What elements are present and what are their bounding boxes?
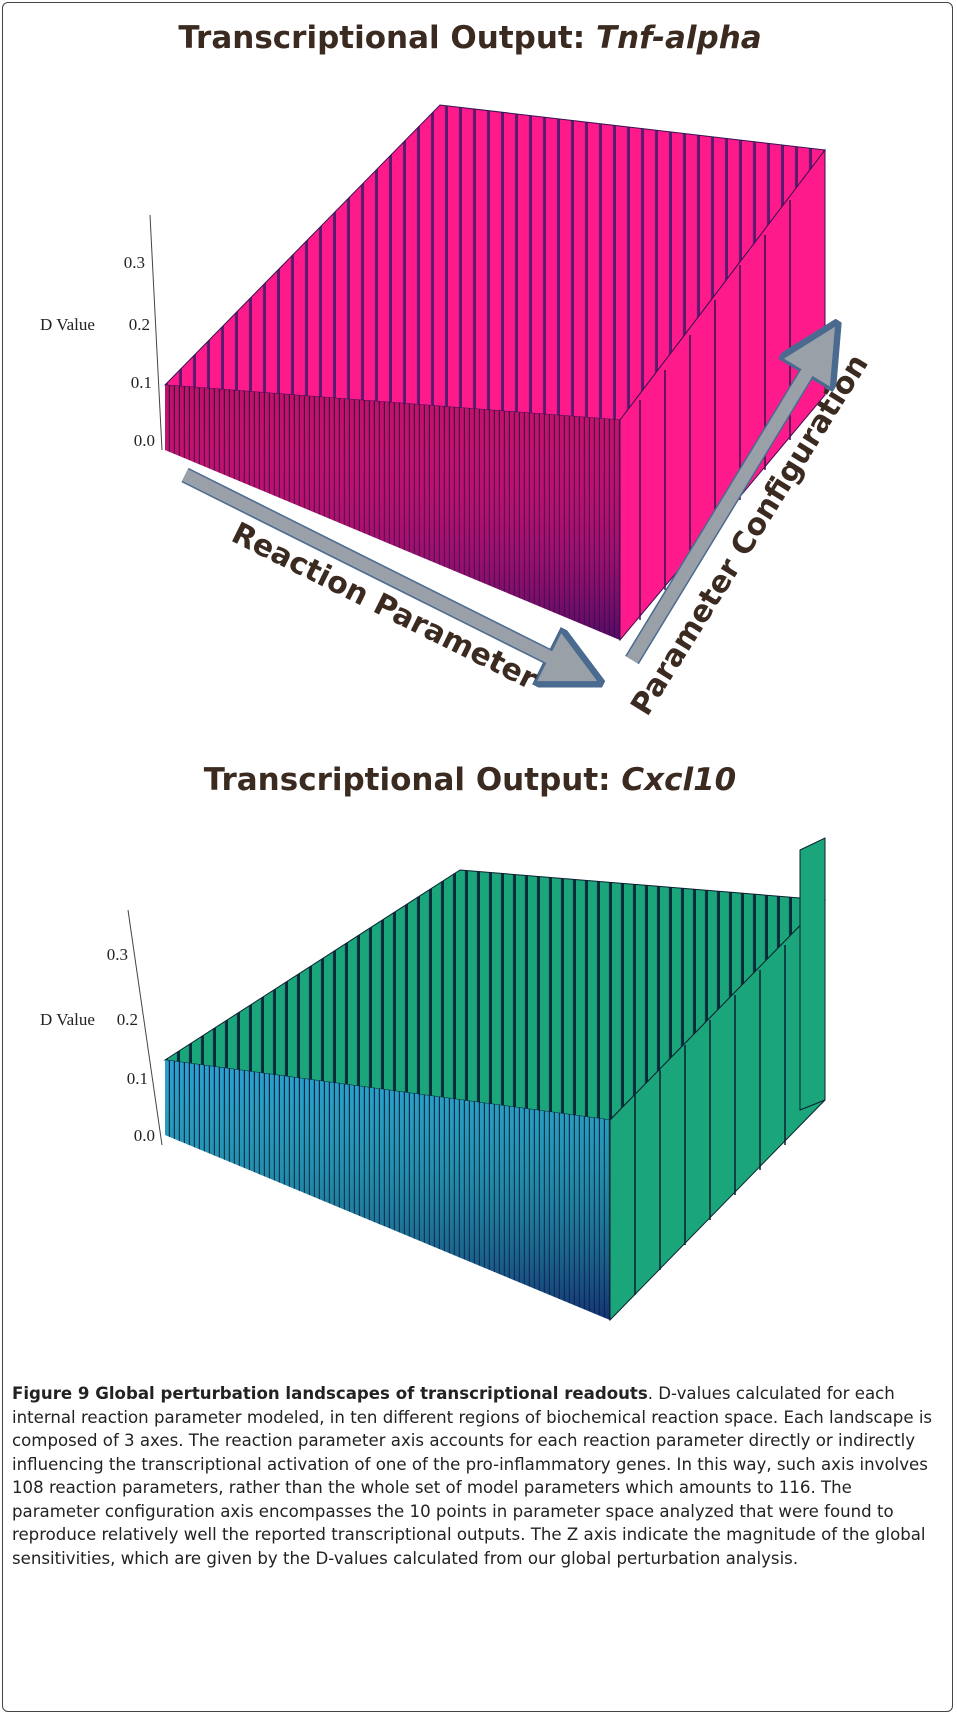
axis-arrow xyxy=(626,344,828,664)
caption: Figure 9 Global perturbation landscapes … xyxy=(12,1382,942,1570)
z-tick-label: 0.3 xyxy=(124,253,145,272)
z-tick-label: 0.3 xyxy=(107,945,128,964)
z-tick-label: 0.0 xyxy=(134,1126,155,1145)
panel-title: Transcriptional Output: Tnf-alpha xyxy=(178,20,761,56)
z-axis: 0.3 0.2 D Value 0.1 0.0 xyxy=(40,214,163,451)
z-axis-label: D Value xyxy=(40,315,95,334)
z-axis-label: D Value xyxy=(40,1010,95,1029)
figure: Transcriptional Output: Tnf-alpha 0.3 0.… xyxy=(40,20,876,1322)
caption-text: . D-values calculated for each internal … xyxy=(12,1384,933,1568)
z-tick-label: 0.1 xyxy=(127,1069,148,1088)
z-tick-label: 0.0 xyxy=(134,431,155,450)
caption-label: Figure 9 Global perturbation landscapes … xyxy=(12,1384,648,1403)
axis-arrow xyxy=(182,469,578,676)
z-tick-label: 0.1 xyxy=(131,373,152,392)
z-tick-label: 0.2 xyxy=(129,315,150,334)
z-axis: 0.3 0.2 D Value 0.1 0.0 xyxy=(40,909,163,1146)
landscape xyxy=(163,104,826,642)
z-tick-label: 0.2 xyxy=(117,1010,138,1029)
landscape xyxy=(163,837,827,1322)
panel-title: Transcriptional Output: Cxcl10 xyxy=(204,762,737,798)
